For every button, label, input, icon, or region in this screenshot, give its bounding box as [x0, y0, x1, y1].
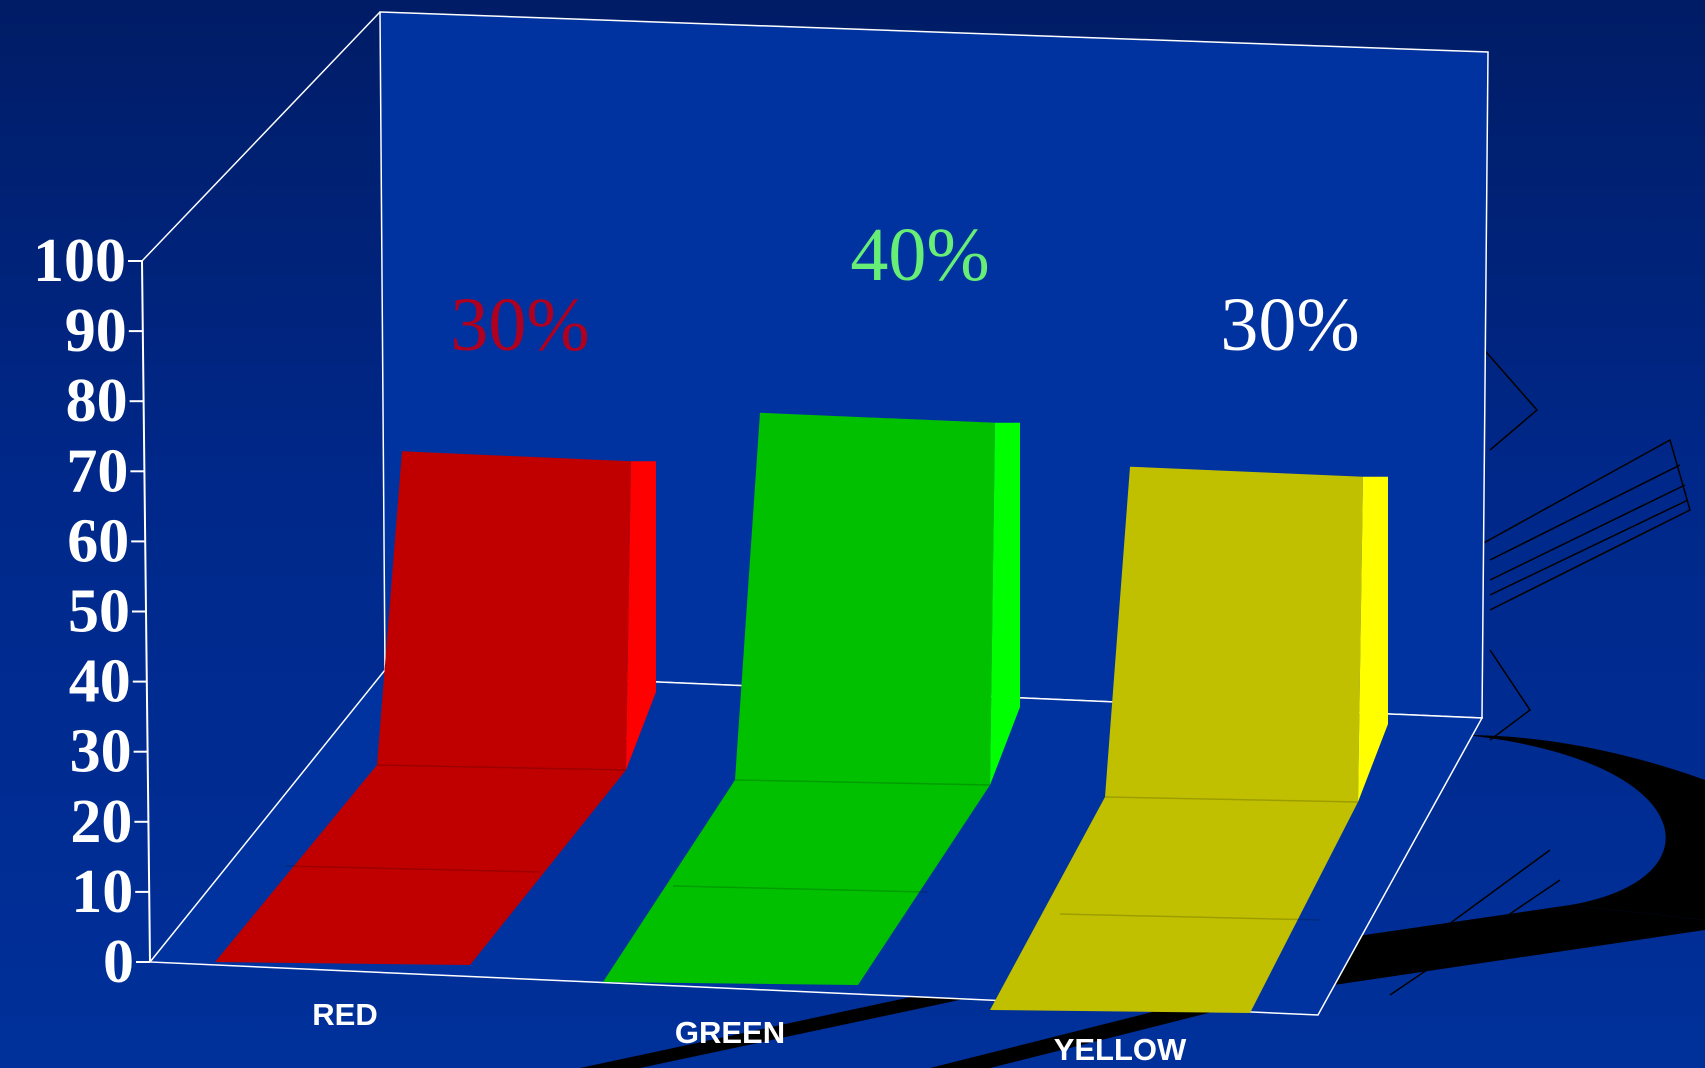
- bar-green: [603, 412, 1020, 985]
- y-tick-label: 20: [70, 788, 132, 856]
- bar-series: [215, 412, 1388, 1013]
- bar-side-face: [990, 422, 1020, 785]
- data-labels: 30% 40% 30%: [450, 213, 1359, 367]
- bar-yellow: [990, 466, 1388, 1013]
- y-tick-label: 40: [69, 648, 131, 716]
- x-axis: RED GREEN YELLOW: [312, 997, 1187, 1067]
- x-category-label: RED: [312, 997, 377, 1032]
- y-tick-label: 10: [71, 858, 133, 926]
- bar-front-face: [603, 412, 995, 985]
- y-tick-label: 50: [68, 578, 130, 646]
- bar-red: [215, 451, 656, 965]
- bar-crease: [284, 865, 541, 873]
- x-category-label: YELLOW: [1054, 1032, 1187, 1067]
- bar-crease: [1059, 913, 1321, 921]
- y-tick-label: 70: [66, 437, 128, 505]
- y-tick-label: 100: [33, 227, 126, 295]
- bar-front-face: [215, 451, 631, 965]
- data-label-red: 30%: [450, 283, 589, 367]
- bar-crease: [734, 779, 991, 786]
- data-label-yellow: 30%: [1220, 283, 1359, 367]
- data-label-green: 40%: [850, 213, 989, 297]
- bar-crease: [376, 764, 627, 771]
- bar-crease: [1104, 796, 1359, 803]
- bar-crease: [672, 885, 929, 893]
- side-wall-top-edge: [141, 11, 381, 262]
- y-tick-label: 0: [103, 928, 134, 996]
- y-tick-label: 30: [70, 718, 132, 786]
- y-tick-label: 60: [67, 507, 129, 575]
- y-tick-label: 80: [66, 367, 128, 435]
- bar-side-face: [1358, 476, 1388, 802]
- bar-side-face: [626, 461, 656, 770]
- bar-front-face: [990, 466, 1363, 1013]
- y-tick-label: 90: [65, 297, 127, 365]
- x-category-label: GREEN: [675, 1015, 785, 1050]
